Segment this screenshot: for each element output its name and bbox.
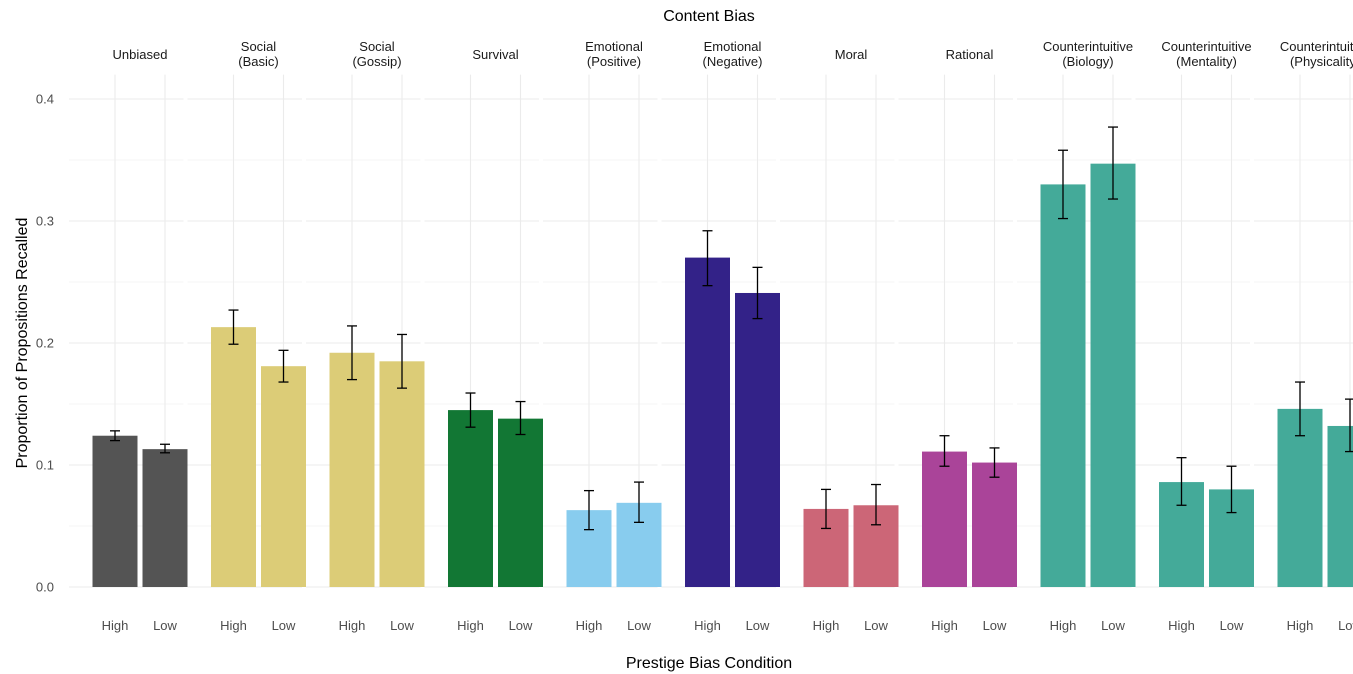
x-axis-ticks: High Low High Low High Low High Low High Low High L… [102,618,1353,633]
bar-high [1041,184,1086,587]
facet-label: Counterintuitive(Physicality) [1280,39,1353,69]
bars [93,164,1353,587]
x-axis-title: Prestige Bias Condition [626,655,792,672]
facet-label: Social (Basic) [238,39,278,69]
x-tick-label: Low [1101,618,1125,633]
bar-low [1328,426,1353,587]
x-tick-label: Low [1338,618,1353,633]
y-tick-label: 0.0 [36,580,54,595]
bar-low [735,293,780,587]
bar-low [143,449,188,587]
x-tick-label: High [339,618,366,633]
x-tick-label: Low [864,618,888,633]
x-tick-label: Low [746,618,770,633]
chart-title: Content Bias [663,8,755,25]
bar-high [448,410,493,587]
x-tick-label: Low [390,618,414,633]
x-tick-label: High [1168,618,1195,633]
x-tick-label: Low [153,618,177,633]
y-tick-label: 0.2 [36,336,54,351]
x-tick-label: High [1050,618,1077,633]
x-tick-label: Low [509,618,533,633]
bar-high [93,436,138,587]
bar-high [685,258,730,587]
bar-low [498,419,543,587]
facet-label: Survival [472,47,518,62]
facet-label: Unbiased [113,47,168,62]
y-tick-label: 0.3 [36,214,54,229]
y-tick-label: 0.4 [36,92,54,107]
bar-low [1091,164,1136,587]
x-tick-label: High [694,618,721,633]
facet-label: Counterintuitive (Mentality) [1161,39,1251,69]
y-axis-ticks: 0.0 0.1 0.2 0.3 0.4 [36,92,54,595]
x-tick-label: High [220,618,247,633]
facet-label: Social (Gossip) [352,39,401,69]
x-tick-label: Low [1220,618,1244,633]
bar-high [922,452,967,587]
x-tick-label: High [457,618,484,633]
x-tick-label: High [813,618,840,633]
x-tick-label: Low [983,618,1007,633]
x-tick-label: Low [272,618,296,633]
facet-label: Rational [946,47,994,62]
y-tick-label: 0.1 [36,458,54,473]
bar-low [972,463,1017,587]
x-tick-label: High [931,618,958,633]
bar-low [261,366,306,587]
x-tick-label: High [1287,618,1314,633]
bar-low [380,361,425,587]
facet-label: Moral [835,47,868,62]
facet-label: Emotional (Negative) [703,39,763,69]
x-tick-label: Low [627,618,651,633]
bar-high [330,353,375,587]
x-tick-label: High [576,618,603,633]
facet-label: Emotional (Positive) [585,39,643,69]
x-tick-label: High [102,618,129,633]
bar-high [211,327,256,587]
y-axis-title: Proportion of Propositions Recalled [14,218,31,469]
facet-labels: Unbiased Social (Basic) Social (Gossip) Survi… [113,39,1353,69]
facet-label: Counterintuitive (Biology) [1043,39,1133,69]
